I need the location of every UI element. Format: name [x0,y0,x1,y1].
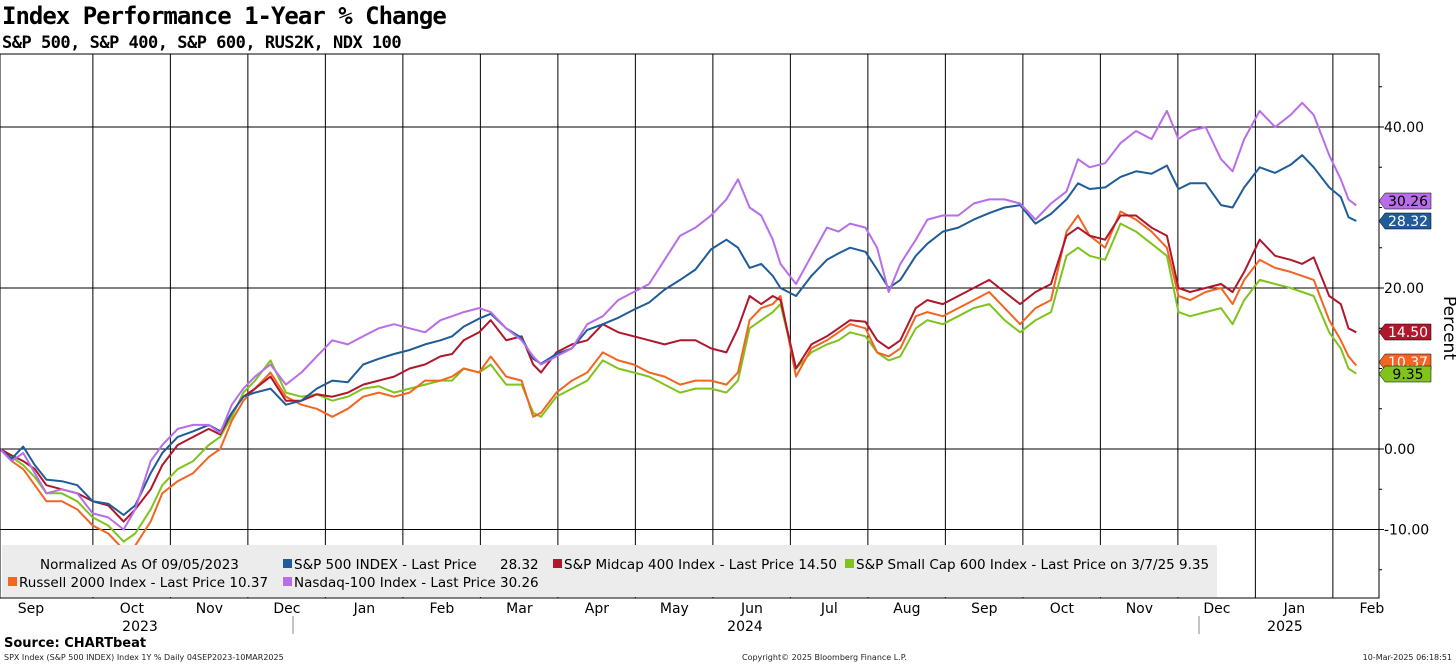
x-month-label: Sep [18,601,45,617]
source-note: Source: CHARTbeat [4,636,147,651]
y-tick-label: -10.00 [1384,523,1429,539]
last-value-label: 28.32 [1378,212,1432,230]
page-subtitle: S&P 500, S&P 400, S&P 600, RUS2K, NDX 10… [2,33,402,53]
x-month-label: Nov [1126,601,1153,617]
y-tick-label: 20.00 [1384,281,1424,297]
label-text: 28.32 [1388,214,1428,230]
footer-center: Copyright© 2025 Bloomberg Finance L.P. [742,653,907,662]
x-month-label: Sep [971,601,998,617]
x-month-label: Oct [1050,601,1075,617]
label-box [1378,365,1432,383]
legend-entry: Nasdaq-100 Index - Last Price 30.26 [294,575,539,591]
legend-entry: S&P Small Cap 600 Index - Last Price on … [856,557,1209,573]
x-month-label: Aug [893,601,920,617]
x-month-label: Feb [429,601,454,617]
legend-note: Normalized As Of 09/05/2023 [40,557,239,573]
legend: Normalized As Of 09/05/2023 S&P 500 INDE… [2,545,1217,597]
legend-entry: S&P 500 INDEX - Last Price [294,557,477,573]
x-month-label: Jan [353,601,376,617]
legend-swatch [283,577,292,586]
x-year-label: 2023 [122,619,158,635]
x-month-label: Apr [585,601,609,617]
last-value-label: 14.50 [1378,323,1432,341]
x-month-label: Jul [820,601,838,617]
label-text: 30.26 [1388,194,1428,210]
series-line-1 [0,214,1357,523]
x-year-label: 2025 [1267,619,1303,635]
grid-lines [0,54,1379,598]
footer-right: 10-Mar-2025 06:18:51 [1362,653,1452,662]
legend-swatch [8,577,17,586]
legend-entry: Russell 2000 Index - Last Price 10.37 [19,575,268,591]
x-month-label: Dec [273,601,300,617]
x-month-label: Feb [1359,601,1384,617]
y-tick-label: 0.00 [1384,442,1415,458]
label-box [1378,192,1432,210]
x-month-label: Oct [120,601,145,617]
legend-swatch [553,559,562,568]
x-axis: Sep Oct Nov Dec Jan Feb Mar Apr May Jun Jul Aug Sep O… [18,601,1385,635]
series-line-2 [0,222,1357,543]
x-month-label: Jun [740,601,763,617]
series-line-4 [0,101,1357,531]
x-month-label: Mar [506,601,533,617]
plot-frame [0,53,1380,599]
legend-entry: S&P Midcap 400 Index - Last Price 14.50 [564,557,837,573]
footer-left: SPX Index (S&P 500 INDEX) Index 1Y % Dai… [4,653,284,662]
y-axis: 40.00 20.00 0.00 -10.00 [1379,86,1429,571]
last-value-label: 30.26 [1378,192,1432,210]
y-axis-label: Percent [1439,296,1456,360]
legend-background [2,545,1217,597]
x-month-label: May [660,601,689,617]
x-year-label: 2024 [727,619,763,635]
x-month-label: Dec [1203,601,1230,617]
legend-swatch [845,559,854,568]
label-text: 9.35 [1392,367,1423,383]
legend-value: 28.32 [500,557,539,573]
legend-swatch [283,559,292,568]
last-value-label: 9.35 [1378,365,1432,383]
series-lines [0,101,1358,551]
y-tick-label: 40.00 [1384,120,1424,136]
x-month-label: Nov [196,601,223,617]
line-chart: 40.00 20.00 0.00 -10.00 Sep Oct Nov Dec Jan Feb M… [0,53,1456,635]
page-title: Index Performance 1-Year % Change [2,2,447,30]
series-line-3 [0,210,1358,551]
x-month-label: Jan [1283,601,1306,617]
label-box [1378,212,1432,230]
series-line-0 [0,154,1357,516]
label-box [1378,323,1432,341]
label-text: 14.50 [1388,325,1428,341]
